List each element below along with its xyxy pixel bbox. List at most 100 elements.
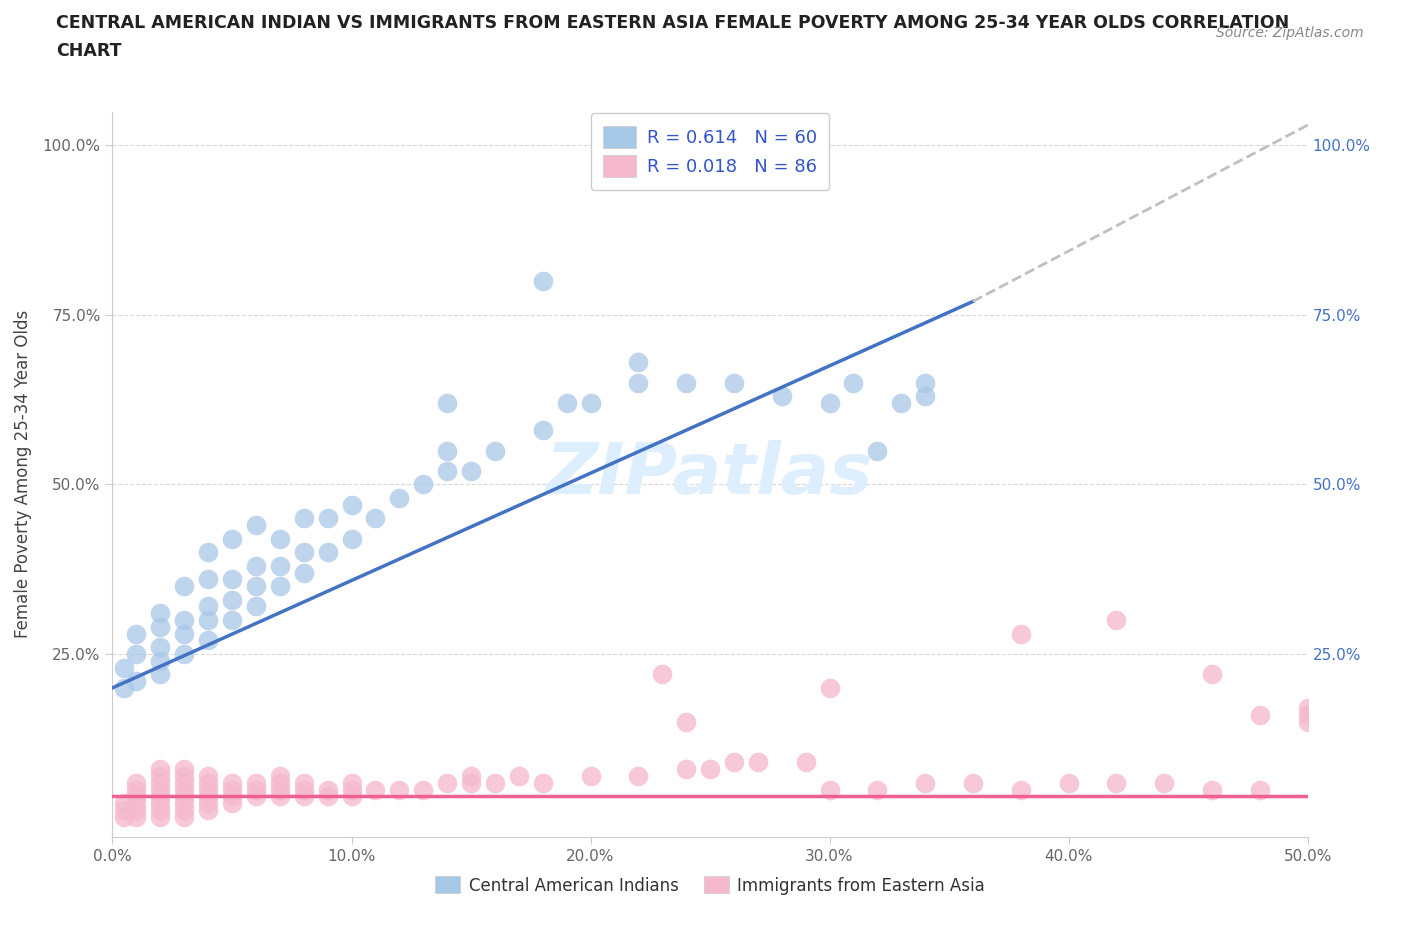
Point — [794, 755, 817, 770]
Point — [627, 768, 650, 783]
Point — [149, 809, 172, 824]
Point — [460, 776, 482, 790]
Text: CENTRAL AMERICAN INDIAN VS IMMIGRANTS FROM EASTERN ASIA FEMALE POVERTY AMONG 25-: CENTRAL AMERICAN INDIAN VS IMMIGRANTS FR… — [56, 14, 1289, 32]
Point — [149, 653, 172, 668]
Point — [436, 776, 458, 790]
Point — [340, 789, 363, 804]
Point — [292, 782, 315, 797]
Point — [316, 545, 339, 560]
Point — [269, 776, 291, 790]
Point — [149, 782, 172, 797]
Point — [221, 572, 243, 587]
Point — [651, 667, 673, 682]
Point — [173, 613, 195, 628]
Point — [125, 776, 148, 790]
Point — [531, 273, 554, 288]
Point — [1296, 714, 1319, 729]
Point — [388, 491, 411, 506]
Point — [245, 599, 267, 614]
Point — [221, 776, 243, 790]
Point — [866, 782, 889, 797]
Point — [436, 443, 458, 458]
Point — [125, 789, 148, 804]
Point — [340, 782, 363, 797]
Point — [531, 776, 554, 790]
Point — [770, 389, 793, 404]
Point — [173, 776, 195, 790]
Point — [269, 531, 291, 546]
Point — [1249, 708, 1271, 723]
Point — [292, 789, 315, 804]
Point — [699, 762, 721, 777]
Point — [364, 782, 387, 797]
Point — [125, 803, 148, 817]
Point — [221, 789, 243, 804]
Point — [269, 578, 291, 593]
Point — [364, 511, 387, 525]
Point — [173, 803, 195, 817]
Point — [149, 762, 172, 777]
Point — [747, 755, 769, 770]
Point — [125, 782, 148, 797]
Point — [723, 755, 745, 770]
Point — [579, 395, 602, 410]
Point — [221, 531, 243, 546]
Point — [531, 423, 554, 438]
Point — [579, 768, 602, 783]
Point — [316, 789, 339, 804]
Point — [1201, 782, 1223, 797]
Point — [125, 626, 148, 641]
Point — [890, 395, 912, 410]
Point — [1105, 776, 1128, 790]
Point — [818, 681, 841, 696]
Point — [508, 768, 530, 783]
Point — [412, 477, 434, 492]
Point — [1296, 708, 1319, 723]
Point — [149, 619, 172, 634]
Point — [173, 578, 195, 593]
Point — [316, 511, 339, 525]
Point — [292, 565, 315, 580]
Point — [149, 768, 172, 783]
Point — [484, 443, 506, 458]
Point — [114, 660, 135, 675]
Y-axis label: Female Poverty Among 25-34 Year Olds: Female Poverty Among 25-34 Year Olds — [14, 311, 31, 638]
Point — [221, 592, 243, 607]
Point — [245, 558, 267, 573]
Point — [173, 768, 195, 783]
Text: CHART: CHART — [56, 42, 122, 60]
Point — [292, 545, 315, 560]
Point — [125, 673, 148, 688]
Point — [197, 572, 219, 587]
Point — [197, 613, 219, 628]
Point — [269, 768, 291, 783]
Point — [269, 782, 291, 797]
Point — [245, 776, 267, 790]
Point — [675, 376, 697, 391]
Point — [173, 626, 195, 641]
Point — [388, 782, 411, 797]
Point — [197, 768, 219, 783]
Point — [173, 646, 195, 661]
Point — [173, 796, 195, 811]
Point — [221, 796, 243, 811]
Point — [149, 796, 172, 811]
Point — [197, 803, 219, 817]
Point — [149, 640, 172, 655]
Point — [484, 776, 506, 790]
Point — [818, 395, 841, 410]
Point — [962, 776, 984, 790]
Point — [914, 376, 936, 391]
Point — [221, 782, 243, 797]
Point — [125, 646, 148, 661]
Point — [316, 782, 339, 797]
Point — [436, 463, 458, 478]
Point — [173, 782, 195, 797]
Point — [173, 762, 195, 777]
Text: Source: ZipAtlas.com: Source: ZipAtlas.com — [1216, 26, 1364, 40]
Point — [842, 376, 865, 391]
Point — [1296, 700, 1319, 715]
Point — [221, 613, 243, 628]
Point — [125, 796, 148, 811]
Point — [460, 463, 482, 478]
